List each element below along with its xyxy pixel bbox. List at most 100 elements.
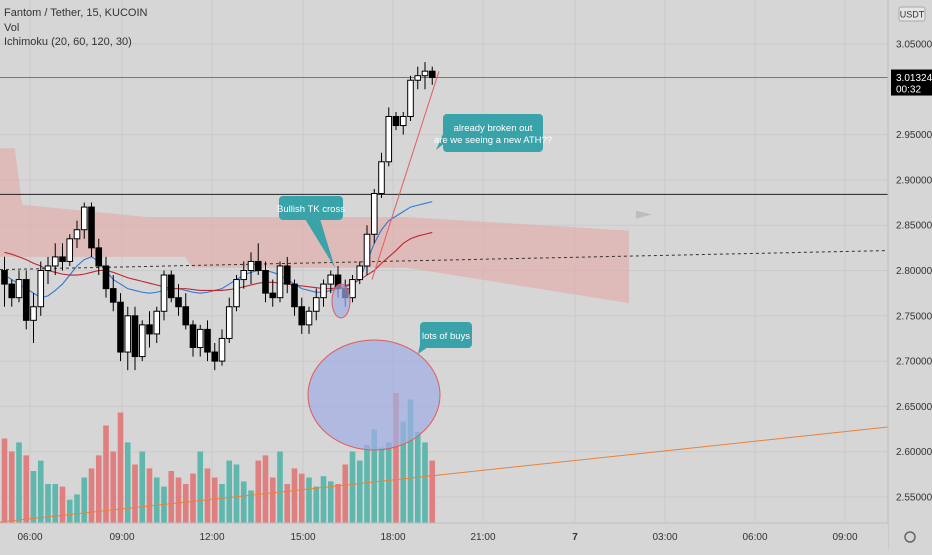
volume-bar <box>45 484 51 523</box>
volume-legend[interactable]: Vol <box>4 21 20 34</box>
ichimoku-legend[interactable]: Ichimoku (20, 60, 120, 30) <box>4 36 132 48</box>
time-tick-label: 15:00 <box>290 532 315 543</box>
dashed-trendline <box>0 250 889 271</box>
candle-body <box>363 233 371 267</box>
volume-bar <box>124 442 131 523</box>
volume-bar <box>226 460 233 523</box>
volume-bars <box>1 393 436 523</box>
candle-body <box>66 238 74 262</box>
candle-body <box>95 247 103 267</box>
volume-bar <box>255 460 262 523</box>
candle-body <box>283 265 291 285</box>
volume-bar <box>233 464 240 523</box>
price-tick-label: 2.55000 <box>896 493 932 504</box>
callout-text: are we seeing a new ATH?? <box>434 135 552 146</box>
volume-bar <box>313 486 320 523</box>
callout-box <box>420 322 472 348</box>
candle-body <box>131 315 139 358</box>
candle-body <box>392 115 400 127</box>
candle-body <box>59 256 66 262</box>
price-tick-label: 2.95000 <box>896 130 932 141</box>
candle-body <box>51 256 59 267</box>
candle-body <box>73 229 81 240</box>
price-tick-label: 2.75000 <box>896 311 932 322</box>
last-price-label: 3.01324 <box>896 73 932 84</box>
candle-body <box>102 265 110 290</box>
candle-body <box>37 270 45 308</box>
volume-bar <box>190 473 196 523</box>
candle-body <box>269 292 277 299</box>
price-tick-label: 2.65000 <box>896 402 932 413</box>
callout-text: lots of buys <box>422 331 470 342</box>
candle-body <box>298 306 306 326</box>
time-tick-label: 21:00 <box>470 532 495 543</box>
volume-bar <box>16 442 22 523</box>
cloud-tail-marker <box>636 210 652 219</box>
volume-bar <box>349 451 356 523</box>
volume-bar <box>342 464 349 523</box>
volume-bar <box>66 499 73 523</box>
candle-body <box>117 301 124 353</box>
candle-body <box>146 324 153 335</box>
volume-bar <box>139 451 146 523</box>
time-tick-label: 03:00 <box>652 532 677 543</box>
callout-text: Bullish TK cross <box>277 204 345 215</box>
candle-body <box>80 206 88 231</box>
volume-bar <box>400 421 407 523</box>
volume-bar <box>81 477 88 523</box>
time-tick-label: 09:00 <box>832 532 857 543</box>
time-tick-label: 09:00 <box>109 532 134 543</box>
volume-bar <box>262 455 269 523</box>
candle-body <box>291 283 298 308</box>
candle-body <box>421 70 429 77</box>
tk-cross-ellipse <box>331 283 351 319</box>
candle-body <box>225 306 233 339</box>
volume-bar <box>37 460 44 523</box>
tk-cross-callout: Bullish TK cross <box>277 196 345 268</box>
candle-body <box>167 274 175 299</box>
currency-button[interactable]: USDT <box>898 6 926 22</box>
candle-body <box>378 161 385 194</box>
volume-bar <box>74 494 80 523</box>
candle-body <box>8 283 16 299</box>
candle-body <box>196 328 204 349</box>
volume-bar <box>23 455 30 523</box>
volume-bar <box>371 429 378 523</box>
volume-bar <box>175 477 182 523</box>
volume-bar <box>197 451 204 523</box>
volume-bar <box>110 451 117 523</box>
candle-body <box>15 279 23 299</box>
volume-bar <box>327 481 334 523</box>
volume-bar <box>356 460 363 523</box>
volume-bar <box>407 399 414 523</box>
candle-body <box>312 297 320 312</box>
buys-ellipse <box>307 339 441 451</box>
candle-body <box>30 306 37 321</box>
candle-body <box>109 288 117 303</box>
candle-body <box>262 270 269 294</box>
price-tick-label: 2.85000 <box>896 221 932 232</box>
currency-button-box <box>898 6 926 22</box>
symbol-title[interactable]: Fantom / Tether, 15, KUCOIN <box>4 7 148 19</box>
volume-bar <box>291 468 298 523</box>
volume-bar <box>1 438 8 523</box>
candle-body <box>276 265 284 299</box>
callout-pointer <box>305 219 335 268</box>
volume-bar <box>52 484 59 523</box>
candle-body <box>211 351 219 362</box>
volume-bar <box>277 451 283 523</box>
price-tick-label: 2.70000 <box>896 357 932 368</box>
candle-body <box>233 279 240 308</box>
last-price-box <box>891 69 932 96</box>
volume-bar <box>269 477 276 523</box>
callout-box <box>443 114 543 152</box>
callout-box <box>279 196 343 220</box>
settings-icon[interactable] <box>904 531 916 543</box>
time-tick-label: 7 <box>572 532 578 543</box>
candle-body <box>44 265 52 272</box>
